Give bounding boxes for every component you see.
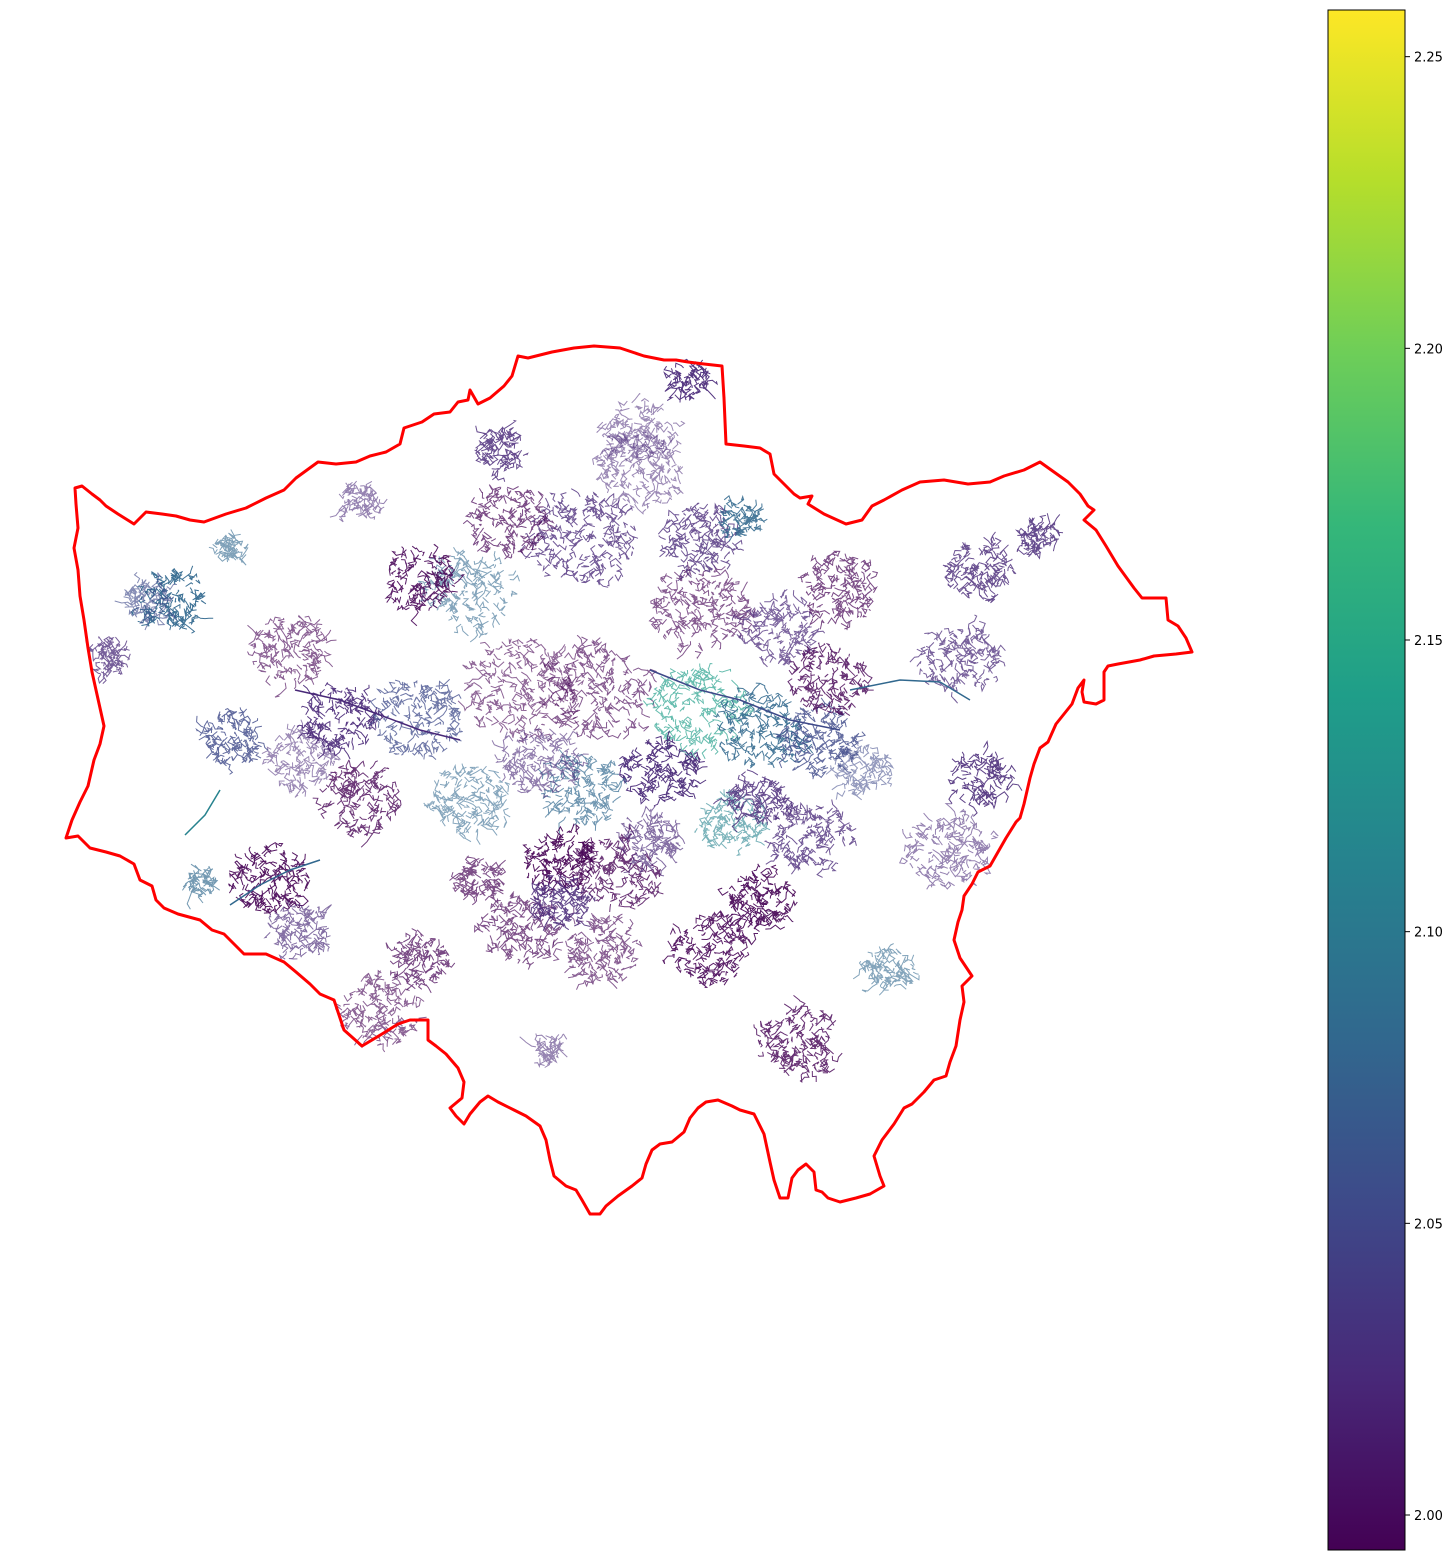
street-cluster: [85, 636, 131, 684]
street-cluster: [568, 824, 664, 913]
street-cluster: [909, 614, 1006, 704]
colorbar-tick-label: 2.20: [1414, 342, 1443, 357]
street-cluster: [1014, 513, 1064, 560]
street-cluster: [753, 995, 843, 1083]
street-cluster: [775, 697, 867, 780]
street-cluster: [329, 480, 388, 523]
street-cluster: [423, 763, 511, 845]
street-cluster: [263, 900, 332, 960]
street-cluster: [596, 392, 686, 464]
street-cluster: [763, 799, 857, 878]
street-cluster: [474, 891, 565, 970]
street-cluster: [657, 502, 744, 582]
street-cluster: [418, 546, 520, 643]
street-cluster: [717, 494, 768, 542]
colorbar-ticks: 2.00 2.05 2.10 2.15 2.20 2.25: [1405, 51, 1443, 1524]
street-cluster: [114, 572, 178, 631]
street-cluster: [713, 769, 796, 833]
street-cluster: [261, 719, 342, 798]
street-cluster: [713, 682, 814, 769]
street-cluster: [335, 969, 427, 1053]
street-cluster: [368, 678, 463, 760]
street-cluster: [825, 739, 895, 801]
street-cluster: [618, 730, 708, 807]
street-cluster: [519, 488, 639, 588]
main-road: [294, 689, 461, 741]
street-cluster: [228, 841, 311, 915]
street-cluster: [519, 1033, 568, 1068]
street-cluster: [384, 543, 465, 627]
colorbar-tick-label: 2.05: [1414, 1217, 1443, 1232]
street-cluster: [787, 641, 874, 717]
street-cluster: [474, 419, 529, 482]
street-cluster: [208, 529, 249, 566]
street-cluster: [462, 484, 557, 560]
street-cluster: [616, 805, 686, 877]
street-cluster: [694, 789, 771, 856]
street-cluster: [898, 803, 999, 890]
street-cluster: [385, 928, 456, 994]
street-cluster: [181, 863, 220, 910]
colorbar: [1327, 9, 1406, 1551]
street-cluster: [312, 759, 402, 848]
street-cluster: [717, 863, 798, 932]
colorbar-tick-label: 2.25: [1414, 51, 1443, 66]
street-cluster: [195, 707, 269, 775]
street-network-layer: [85, 358, 1064, 1083]
street-cluster: [947, 740, 1023, 817]
street-cluster: [942, 531, 1017, 604]
street-cluster: [663, 358, 718, 403]
street-cluster: [530, 874, 596, 932]
main-road: [849, 679, 971, 701]
london-boundary: [64, 344, 1194, 1216]
street-cluster: [457, 637, 585, 744]
street-cluster: [852, 943, 920, 996]
street-cluster: [642, 662, 755, 763]
street-cluster: [247, 614, 337, 698]
street-cluster: [662, 910, 758, 989]
street-cluster: [731, 588, 826, 668]
street-cluster: [797, 550, 879, 631]
street-cluster: [537, 748, 627, 835]
street-cluster: [491, 727, 589, 799]
colorbar-tick-label: 2.10: [1414, 926, 1443, 941]
colorbar-tick-label: 2.00: [1414, 1509, 1443, 1524]
street-cluster: [648, 561, 756, 660]
street-cluster: [449, 855, 507, 906]
main-road: [184, 789, 221, 836]
colorbar-tick-label: 2.15: [1414, 634, 1443, 649]
main-road: [649, 669, 841, 731]
main-road: [229, 859, 321, 906]
street-cluster: [538, 634, 658, 740]
